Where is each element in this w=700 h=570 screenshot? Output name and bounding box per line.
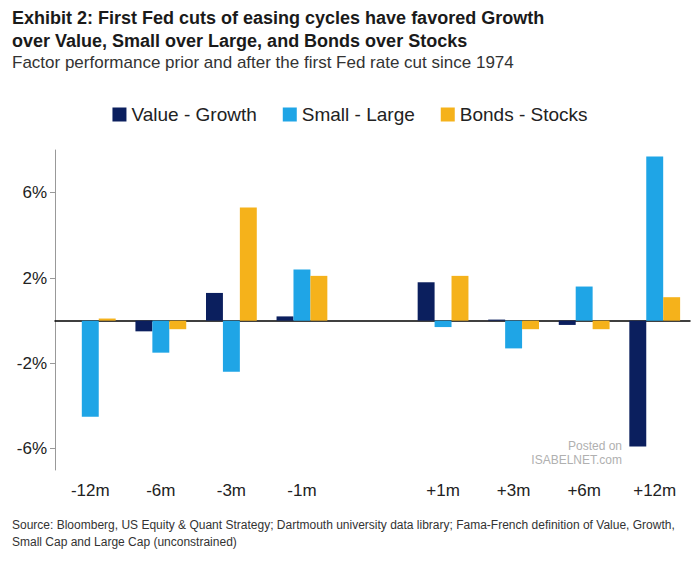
svg-text:-6m: -6m [146, 481, 175, 500]
svg-text:ISABELNET.com: ISABELNET.com [531, 453, 622, 467]
svg-text:2%: 2% [22, 269, 47, 288]
svg-text:-3m: -3m [217, 481, 246, 500]
svg-text:Exhibit 2: First Fed cuts of e: Exhibit 2: First Fed cuts of easing cycl… [12, 8, 549, 28]
svg-text:Bonds - Stocks: Bonds - Stocks [460, 104, 588, 125]
svg-text:+12m: +12m [633, 481, 676, 500]
svg-text:-12m: -12m [71, 481, 110, 500]
svg-text:6%: 6% [22, 183, 47, 202]
svg-text:Value - Growth: Value - Growth [131, 104, 256, 125]
svg-text:+3m: +3m [497, 481, 531, 500]
svg-text:-6%: -6% [17, 439, 47, 458]
svg-text:+6m: +6m [567, 481, 601, 500]
svg-text:Small Cap and Large Cap (uncon: Small Cap and Large Cap (unconstrained) [12, 535, 237, 549]
svg-text:Small - Large: Small - Large [302, 104, 415, 125]
svg-text:Posted on: Posted on [568, 439, 622, 453]
svg-text:Source: Bloomberg, US Equity &: Source: Bloomberg, US Equity & Quant Str… [12, 518, 678, 532]
svg-text:Factor performance prior and a: Factor performance prior and after the f… [12, 53, 514, 72]
svg-text:+1m: +1m [426, 481, 460, 500]
svg-text:-1m: -1m [287, 481, 316, 500]
svg-text:over Value, Small over Large,: over Value, Small over Large, and Bonds … [12, 31, 467, 51]
svg-text:-2%: -2% [17, 354, 47, 373]
